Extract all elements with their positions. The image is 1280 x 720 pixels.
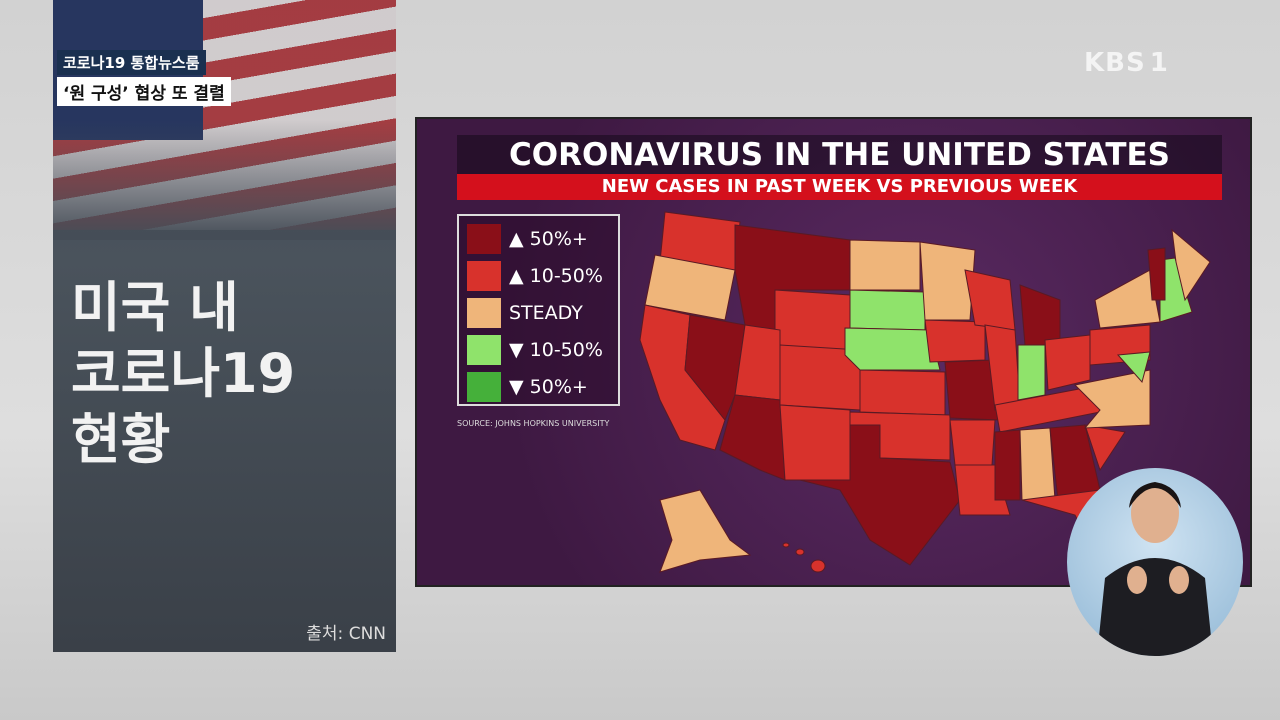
state (849, 289, 926, 331)
fade (53, 120, 396, 240)
map-subtitle: NEW CASES IN PAST WEEK VS PREVIOUS WEEK (457, 174, 1222, 200)
sign-language-interpreter (1067, 468, 1243, 656)
state (774, 289, 851, 351)
legend-item: ▲ 10-50% (467, 261, 617, 293)
legend-item: ▼ 10-50% (467, 335, 617, 367)
headline-line: 코로나19 (71, 342, 296, 405)
state (782, 542, 790, 548)
state (644, 254, 736, 321)
state (994, 429, 1021, 501)
map-source: SOURCE: JOHNS HOPKINS UNIVERSITY (457, 419, 610, 428)
state (844, 327, 941, 371)
state (719, 394, 786, 481)
legend-label: STEADY (509, 302, 583, 324)
state (949, 419, 996, 466)
state (919, 241, 976, 321)
state (859, 369, 946, 416)
channel: 1 (1149, 48, 1169, 78)
state (964, 269, 1016, 331)
legend-label: ▲ 10-50% (509, 265, 603, 287)
logo-text: KBS (1084, 48, 1146, 78)
legend-swatch (467, 372, 501, 402)
state (1147, 247, 1166, 301)
map-title: CORONAVIRUS IN THE UNITED STATES (457, 135, 1222, 175)
logo: KBS 1 (1080, 48, 1169, 78)
legend: ▲ 50%+ ▲ 10-50% STEADY ▼ 10-50% ▼ 50%+ (457, 214, 620, 406)
state (924, 319, 986, 363)
legend-item: ▼ 50%+ (467, 372, 617, 404)
state (779, 404, 851, 481)
state (1171, 228, 1211, 302)
legend-label: ▼ 50%+ (509, 376, 588, 398)
headline-line: 미국 내 (71, 276, 239, 339)
state (810, 559, 826, 573)
state (1116, 351, 1151, 384)
state (684, 314, 746, 421)
legend-swatch (467, 335, 501, 365)
headline-line: 현황 (71, 408, 171, 471)
source: 출처: CNN (306, 624, 386, 644)
legend-swatch (467, 261, 501, 291)
state (1017, 344, 1046, 401)
interpreter-figure (1097, 482, 1213, 656)
legend-label: ▲ 50%+ (509, 228, 588, 250)
legend-item: ▲ 50%+ (467, 224, 617, 256)
side-panel: 코로나19 통합뉴스룸 ‘원 구성’ 협상 또 결렬 미국 내 코로나19 현황… (53, 0, 396, 652)
legend-swatch (467, 298, 501, 328)
legend-label: ▼ 10-50% (509, 339, 603, 361)
state (1019, 284, 1061, 346)
state (1019, 427, 1056, 501)
state (1159, 257, 1193, 323)
state (849, 239, 921, 291)
legend-swatch (467, 224, 501, 254)
state (1084, 424, 1126, 472)
state (799, 424, 961, 566)
legend-item: STEADY (467, 298, 617, 330)
headline: 미국 내 코로나19 현황 (71, 275, 295, 473)
state (1044, 334, 1091, 391)
ticker: ‘원 구성’ 협상 또 결렬 (57, 77, 231, 106)
state (659, 489, 752, 573)
state (795, 548, 805, 556)
us-map (639, 211, 1211, 573)
program-tag: 코로나19 통합뉴스룸 (57, 50, 206, 75)
